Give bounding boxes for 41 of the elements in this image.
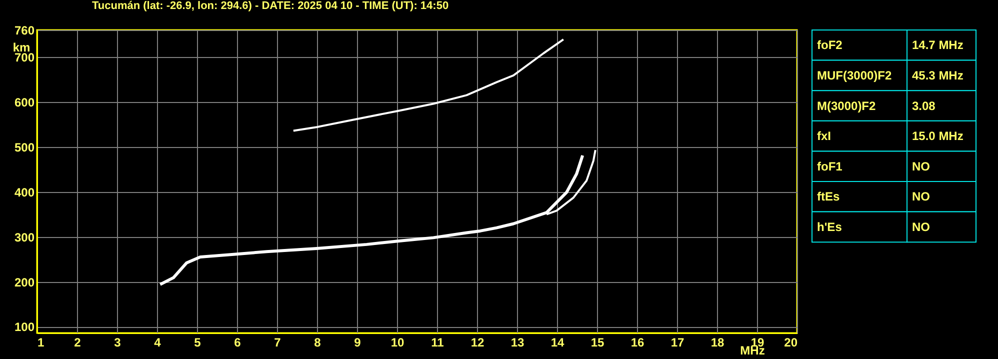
y-tick-label: 100 [14, 320, 35, 334]
text: NO [912, 159, 930, 174]
x-tick-label: 16 [630, 336, 644, 350]
y-tick-label: 760 [14, 24, 35, 38]
x-tick-label: 20 [784, 336, 798, 350]
x-tick-label: 3 [114, 336, 122, 350]
y-tick-label: 600 [14, 95, 35, 110]
y-tick-label: 500 [14, 140, 35, 154]
text: fxI [817, 129, 832, 144]
text: NO [912, 220, 930, 234]
text: M(3000)F2 [817, 98, 876, 113]
x-tick-label: 14 [550, 336, 564, 350]
text: NO [912, 190, 930, 204]
text: 45.3 MHz [912, 68, 964, 82]
text: MUF(3000)F2 [817, 68, 892, 82]
chart-title: Tucumán (lat: -26.9, lon: 294.6) - DATE: 2025 04 10 - TIME (UT): 14:50 [92, 0, 449, 12]
x-tick-label: 1 [38, 336, 44, 350]
x-tick-label: 10 [390, 336, 404, 350]
x-tick-label: 18 [710, 336, 724, 350]
text: foF1 [817, 159, 843, 174]
text: 3.08 [912, 98, 936, 113]
y-tick-label: 300 [14, 230, 35, 244]
text: ftEs [817, 190, 840, 204]
x-tick-label: 13 [510, 336, 524, 350]
y-tick-label: 400 [14, 185, 35, 200]
x-tick-label: 8 [314, 336, 322, 350]
text: 14.7 MHz [912, 38, 964, 52]
x-tick-label: 11 [431, 336, 444, 350]
x-tick-label: 4 [154, 336, 162, 350]
x-tick-label: 9 [354, 336, 362, 350]
x-tick-label: 2 [74, 336, 82, 350]
text: h'Es [817, 220, 842, 234]
x-tick-label: 15 [590, 336, 604, 350]
text: foF2 [817, 38, 843, 52]
x-tick-label: 12 [470, 336, 484, 350]
x-tick-label: 17 [670, 336, 684, 350]
x-tick-label: 6 [234, 336, 242, 350]
text: 15.0 MHz [912, 129, 964, 144]
y-tick-label: 200 [14, 275, 35, 290]
x-tick-label: 5 [194, 336, 202, 350]
x-tick-label: 7 [274, 336, 282, 350]
